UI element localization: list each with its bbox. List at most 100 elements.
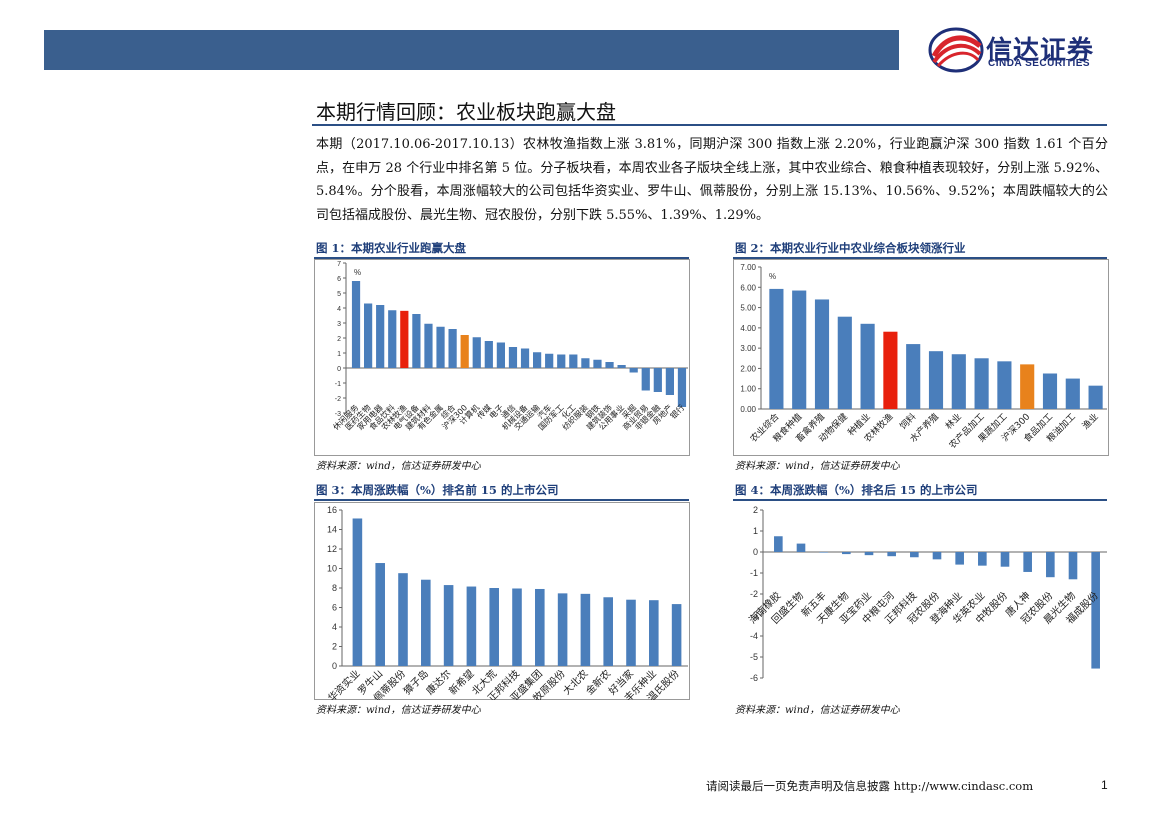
fig3-rule xyxy=(314,499,689,501)
bar xyxy=(400,310,409,368)
bar xyxy=(520,348,530,368)
page-number: 1 xyxy=(1101,778,1108,792)
x-category-label: 康达尔 xyxy=(423,667,453,697)
fig2-title: 图 2：本期农业行业中农业综合板块领涨行业 xyxy=(735,241,966,255)
fig4-title: 图 4：本周涨跌幅（%）排名后 15 的上市公司 xyxy=(735,483,978,497)
bar xyxy=(769,288,784,409)
fig1-chart: 76543210-1-2-3%休闲服务医药生物家用电器食品饮料农林牧渔电气设备建… xyxy=(314,259,690,456)
chart-frame xyxy=(314,259,690,456)
logo-text-en: CINDA SECURITIES xyxy=(988,58,1091,69)
bar xyxy=(814,299,830,409)
bar xyxy=(617,365,626,368)
bar xyxy=(1068,552,1078,580)
bar xyxy=(580,593,591,666)
bar xyxy=(351,281,361,368)
chart-frame xyxy=(314,502,690,700)
bar xyxy=(421,579,431,666)
bar xyxy=(978,552,987,566)
y-tick-label: 7 xyxy=(337,261,341,268)
bar xyxy=(928,351,944,409)
bar xyxy=(671,604,682,666)
y-tick-label: -3 xyxy=(750,610,758,620)
x-category-label: 饲料 xyxy=(897,411,918,432)
cinda-logo-icon xyxy=(928,27,984,73)
fig2-chart: 7.006.005.004.003.002.001.000.00%农业综合粮食种… xyxy=(733,259,1109,456)
bar xyxy=(489,588,499,666)
bar xyxy=(603,597,613,666)
bar xyxy=(997,361,1012,409)
bar xyxy=(626,599,636,666)
bar xyxy=(466,586,477,666)
bar xyxy=(593,359,602,368)
bar xyxy=(792,290,807,409)
fig2-rule xyxy=(733,257,1107,259)
bar xyxy=(364,303,373,368)
fig1-source: 资料来源：wind，信达证券研发中心 xyxy=(316,461,481,472)
y-tick-label: 1 xyxy=(753,526,758,536)
bar xyxy=(569,354,578,368)
bar xyxy=(436,326,445,368)
y-tick-label: 4 xyxy=(332,622,337,632)
footer-disclaimer: 请阅读最后一页免责声明及信息披露 xyxy=(706,779,890,793)
bar xyxy=(649,600,659,666)
bar xyxy=(398,573,408,666)
y-tick-label: 1 xyxy=(337,351,341,358)
y-tick-label: -2 xyxy=(335,396,341,403)
bar xyxy=(460,335,469,368)
bar xyxy=(1023,552,1032,572)
x-category-label: 獐子岛 xyxy=(401,667,431,697)
bar xyxy=(605,362,614,368)
bar xyxy=(774,536,783,552)
y-tick-label: 4 xyxy=(337,306,341,313)
y-tick-label: 0 xyxy=(753,547,758,557)
y-tick-label: 12 xyxy=(327,544,337,554)
y-tick-label: 2 xyxy=(753,505,758,515)
y-tick-label: 10 xyxy=(327,564,337,574)
bar xyxy=(512,588,522,666)
bar xyxy=(496,342,505,368)
bar xyxy=(1091,552,1100,669)
bar xyxy=(629,368,638,373)
bar xyxy=(1065,378,1080,409)
bar xyxy=(653,368,662,392)
bar xyxy=(796,543,806,552)
y-tick-label: 16 xyxy=(327,505,337,515)
fig4-rule xyxy=(733,499,1107,501)
fig1-title: 图 1：本期农业行业跑赢大盘 xyxy=(316,241,467,255)
bar xyxy=(860,323,875,409)
bar xyxy=(837,316,852,409)
bar xyxy=(388,310,397,368)
y-tick-label: 8 xyxy=(332,583,337,593)
y-tick-label: 1.00 xyxy=(740,385,756,394)
y-tick-label: -1 xyxy=(335,381,341,388)
y-tick-label: -3 xyxy=(335,411,341,418)
bar xyxy=(424,323,433,368)
title-divider xyxy=(312,124,1107,126)
y-tick-label: 6 xyxy=(332,603,337,613)
x-category-label: 华资实业 xyxy=(325,667,362,700)
bar xyxy=(883,331,898,409)
y-tick-label: 2 xyxy=(332,642,337,652)
bar xyxy=(1088,385,1103,409)
bar xyxy=(1000,552,1010,567)
summary-paragraph: 本期（2017.10.06-2017.10.13）农林牧渔指数上涨 3.81%，… xyxy=(316,137,1108,223)
footer-url[interactable]: http://www.cindasc.com xyxy=(893,779,1034,793)
y-tick-label: -2 xyxy=(750,589,758,599)
fig3-chart: 1614121086420华资实业罗牛山佩蒂股份獐子岛康达尔新希望北大荒正邦科技… xyxy=(314,502,690,700)
header-bar xyxy=(44,30,899,70)
bar xyxy=(955,552,964,565)
y-tick-label: 2 xyxy=(337,336,341,343)
bar xyxy=(677,368,687,407)
bar xyxy=(1042,373,1058,409)
y-tick-label: 2.00 xyxy=(740,364,756,373)
bar xyxy=(951,354,966,409)
y-tick-label: -5 xyxy=(750,652,758,662)
bar xyxy=(974,358,989,409)
bar xyxy=(932,552,942,560)
bar xyxy=(819,552,828,553)
bar xyxy=(906,344,921,409)
x-category-label: 金新农 xyxy=(583,667,613,697)
bar xyxy=(1020,364,1035,409)
bar xyxy=(443,585,454,666)
bar xyxy=(581,358,590,368)
